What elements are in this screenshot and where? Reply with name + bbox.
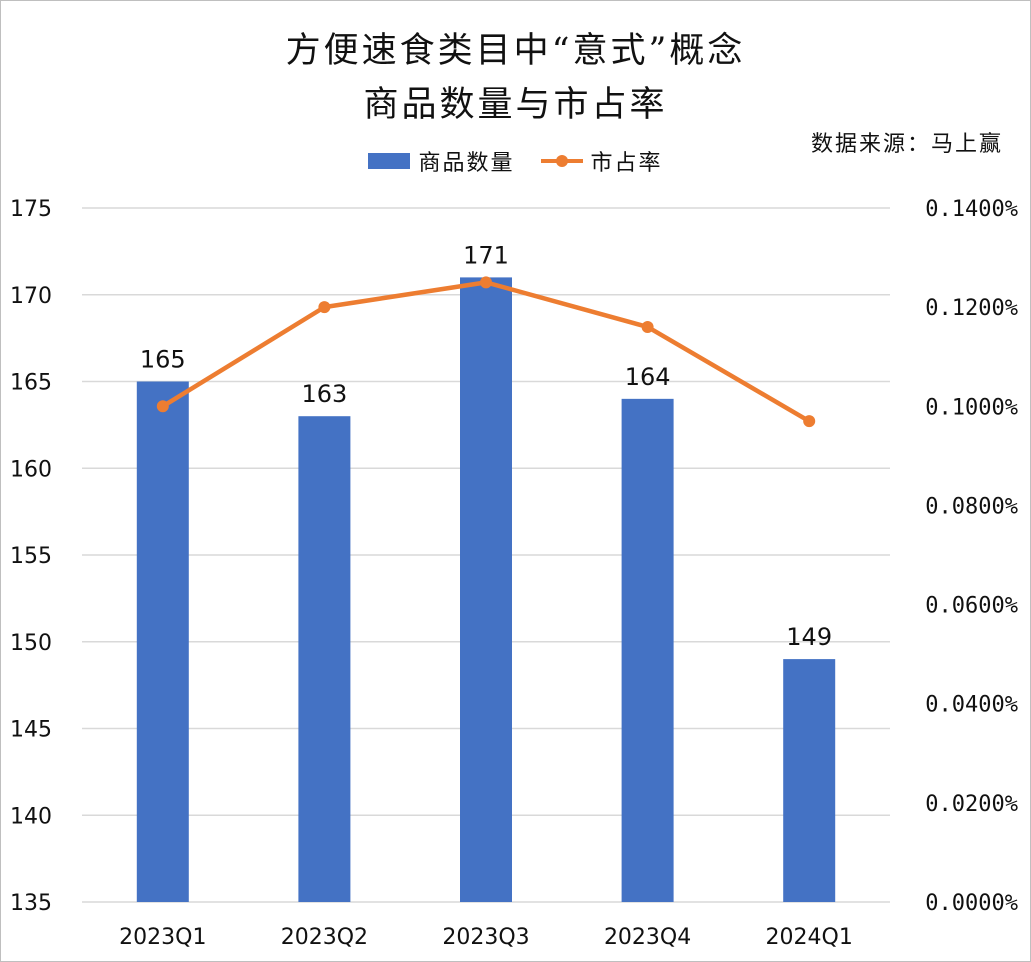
y-left-tick-label: 165 [10, 371, 52, 396]
y-left-tick-label: 145 [10, 718, 52, 743]
y-right-tick-label: 0.0200% [925, 792, 1018, 817]
share-point [318, 301, 331, 314]
bar [136, 381, 189, 902]
bar-data-label: 164 [625, 363, 671, 391]
bar-data-label: 163 [301, 380, 347, 408]
bar [783, 659, 836, 902]
x-tick-label: 2023Q4 [604, 925, 691, 950]
y-left-tick-label: 175 [10, 197, 52, 222]
share-point [480, 276, 492, 289]
x-tick-label: 2023Q3 [442, 925, 529, 950]
y-left-tick-label: 140 [10, 804, 52, 829]
bar-data-label: 149 [786, 623, 832, 651]
bar [460, 277, 512, 902]
y-right-tick-label: 0.0800% [925, 494, 1018, 519]
y-left-tick-label: 155 [10, 544, 52, 569]
bar [298, 416, 351, 902]
y-right-tick-label: 0.1200% [925, 296, 1018, 321]
legend-item-count: 商品数量 [368, 145, 514, 177]
legend-line-swatch [540, 153, 583, 169]
chart-title-line1: 方便速食类目中“意式”概念 [285, 31, 746, 71]
x-tick-label: 2023Q2 [281, 925, 368, 950]
y-right-tick-label: 0.1000% [925, 395, 1018, 420]
bar-data-label: 165 [140, 346, 186, 374]
y-left-tick-label: 170 [10, 284, 52, 309]
data-source-note: 数据来源：马上赢 [810, 132, 1003, 157]
y-right-tick-label: 0.0400% [925, 693, 1018, 718]
bar-data-label: 171 [463, 241, 509, 269]
share-point [641, 320, 654, 333]
chart-title-line2: 商品数量与市占率 [363, 85, 668, 125]
legend: 商品数量 市占率 [0, 145, 1031, 177]
legend-bar-swatch [368, 153, 411, 169]
legend-label-count: 商品数量 [418, 151, 515, 176]
legend-item-share: 市占率 [540, 145, 663, 177]
x-tick-label: 2023Q1 [119, 925, 206, 950]
y-left-tick-label: 160 [10, 457, 52, 482]
y-left-tick-label: 150 [10, 631, 52, 656]
y-right-tick-label: 0.0600% [925, 594, 1018, 619]
x-tick-label: 2024Q1 [766, 925, 853, 950]
bar [621, 398, 674, 902]
y-right-tick-label: 0.1400% [925, 197, 1018, 222]
share-point [156, 400, 169, 413]
legend-label-share: 市占率 [590, 151, 663, 176]
y-right-tick-label: 0.0000% [925, 891, 1018, 916]
y-left-tick-label: 135 [10, 891, 52, 916]
share-point [803, 415, 816, 428]
